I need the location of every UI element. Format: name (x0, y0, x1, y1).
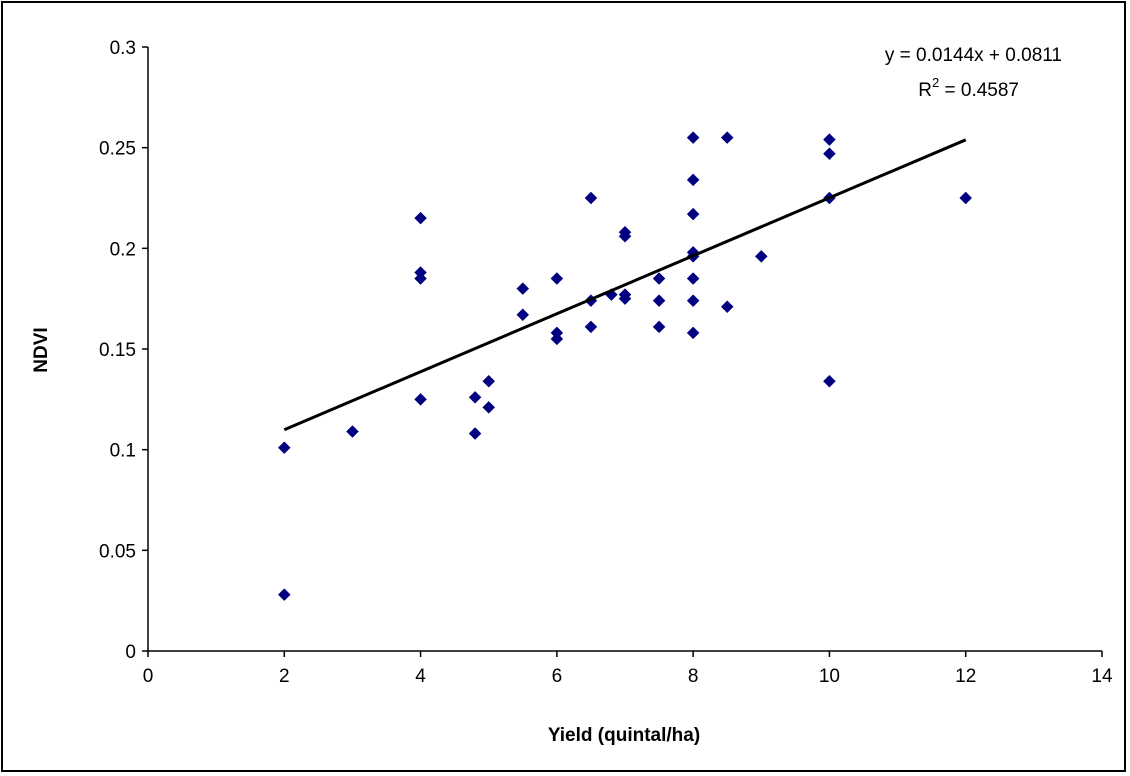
x-tick-label: 6 (552, 666, 563, 687)
data-points (277, 131, 973, 601)
data-point (686, 207, 700, 221)
data-point (482, 374, 496, 388)
data-point (277, 441, 291, 455)
data-point (468, 390, 482, 404)
y-tick-label: 0.05 (99, 541, 136, 562)
data-point (652, 272, 666, 285)
data-point (652, 294, 666, 308)
x-tick-label: 10 (819, 666, 840, 687)
x-ticks: 0 2 4 6 8 10 12 14 (143, 651, 1113, 687)
x-tick-label: 8 (688, 666, 699, 687)
data-point (482, 401, 496, 414)
r-squared-prefix: R (918, 80, 932, 101)
data-point (516, 308, 530, 322)
data-point (652, 320, 666, 334)
y-tick-label: 0.3 (110, 38, 136, 59)
data-point (959, 191, 973, 205)
data-point (414, 272, 427, 285)
data-point (584, 320, 598, 334)
data-point (823, 147, 836, 161)
axes (147, 47, 1102, 652)
data-point (618, 229, 632, 243)
r-squared-value: = 0.4587 (939, 80, 1019, 101)
x-axis-title: Yield (quintal/ha) (548, 725, 700, 746)
y-ticks: 0 0.05 0.1 0.15 0.2 0.25 0.3 (99, 38, 148, 663)
data-point (550, 332, 564, 346)
y-axis-title: NDVI (31, 327, 52, 372)
data-point (823, 133, 836, 146)
x-tick-label: 4 (415, 666, 426, 687)
r-squared-superscript: 2 (932, 75, 939, 90)
data-point (468, 427, 482, 440)
x-tick-label: 2 (279, 666, 290, 687)
data-point (584, 191, 598, 205)
data-point (550, 272, 564, 285)
data-point (346, 425, 359, 438)
data-point (686, 326, 700, 340)
x-tick-label: 14 (1091, 666, 1113, 687)
data-point (823, 374, 836, 388)
y-tick-label: 0 (125, 642, 136, 663)
data-point (516, 282, 530, 295)
data-point (754, 250, 768, 263)
y-tick-label: 0.25 (99, 139, 136, 160)
data-point (686, 294, 700, 308)
data-point (686, 131, 700, 144)
trendline-equation: y = 0.0144x + 0.0811 (885, 45, 1062, 66)
x-tick-label: 12 (955, 666, 976, 687)
data-point (686, 272, 700, 285)
y-tick-label: 0.1 (110, 441, 136, 462)
data-point (277, 588, 291, 601)
x-tick-label: 0 (143, 666, 154, 687)
y-tick-label: 0.15 (99, 340, 136, 361)
r-squared-label: R2 = 0.4587 (918, 75, 1019, 101)
data-point (414, 392, 427, 406)
trendline (283, 138, 967, 432)
data-point (686, 173, 700, 187)
data-point (414, 211, 427, 225)
data-point (720, 131, 734, 144)
data-point (720, 300, 734, 314)
y-tick-label: 0.2 (110, 239, 136, 260)
data-point (618, 292, 632, 306)
